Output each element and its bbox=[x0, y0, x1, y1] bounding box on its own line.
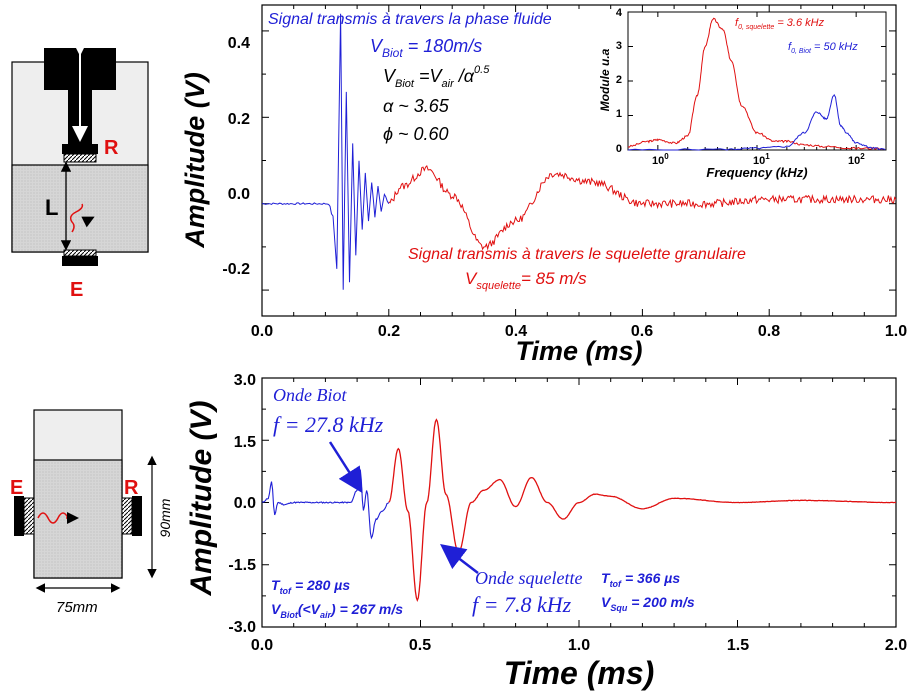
label-r-bottom: R bbox=[124, 477, 139, 499]
bottom-y-axis-label: Amplitude (V) bbox=[185, 401, 218, 597]
inset-xtick-0: 100 bbox=[652, 152, 669, 167]
label-e-bottom: E bbox=[10, 477, 23, 499]
dim-width: 75mm bbox=[56, 599, 98, 616]
ann-skeleton-line1: Signal transmis à travers le squelette g… bbox=[408, 246, 746, 263]
ann-f-squelette: f = 7.8 kHz bbox=[472, 592, 572, 617]
bottom-xtick-2: 1.0 bbox=[568, 637, 590, 654]
bottom-setup-schematic: E R 90mm 75mm bbox=[10, 409, 173, 616]
top-series-skeleton bbox=[388, 164, 897, 251]
top-xtick-3: 0.6 bbox=[631, 323, 653, 340]
bottom-xtick-0: 0.0 bbox=[251, 637, 273, 654]
inset-f0-skeleton: f0, squelette = 3.6 kHz bbox=[735, 17, 825, 31]
inset-x-axis-label: Frequency (kHz) bbox=[706, 165, 807, 180]
top-ytick-2: 0.0 bbox=[228, 186, 250, 203]
vbiot-value: VBiot(<Vair) = 267 m/s bbox=[271, 601, 403, 620]
bottom-ytick-0: 3.0 bbox=[234, 372, 256, 389]
bottom-ytick-3: -1.5 bbox=[228, 557, 256, 574]
ann-fluid-line1: Signal transmis à travers la phase fluid… bbox=[268, 11, 552, 28]
inset-series-skeleton bbox=[627, 17, 885, 150]
vsqu-value: VSqu = 200 m/s bbox=[601, 594, 695, 613]
inset-xtick-2: 102 bbox=[848, 152, 865, 167]
ann-skeleton-line2: Vsquelette= 85 m/s bbox=[465, 269, 587, 292]
ann-onde-squelette: Onde squelette bbox=[475, 568, 582, 588]
label-e-top: E bbox=[70, 279, 83, 301]
bottom-ytick-1: 1.5 bbox=[234, 434, 256, 451]
inset-series-biot bbox=[627, 93, 886, 151]
inset-ytick-3: 1 bbox=[616, 108, 622, 120]
top-series-fluid bbox=[261, 13, 390, 290]
top-y-axis-label: Amplitude (V) bbox=[180, 72, 210, 249]
alpha-value: α ~ 3.65 bbox=[383, 96, 450, 116]
top-xtick-4: 0.8 bbox=[758, 323, 780, 340]
ttof-biot: Ttof = 280 µs bbox=[271, 577, 350, 596]
bottom-series-biot bbox=[261, 469, 390, 540]
top-xtick-2: 0.4 bbox=[505, 323, 527, 340]
inset-f0-biot: f0, Biot = 50 kHz bbox=[788, 41, 858, 55]
top-ytick-1: 0.2 bbox=[228, 111, 250, 128]
ttof-squelette: Ttof = 366 µs bbox=[601, 570, 680, 589]
inset-y-axis-label: Module u.a bbox=[598, 48, 612, 111]
bottom-ytick-2: 0.0 bbox=[234, 495, 256, 512]
bottom-series-skeleton bbox=[388, 418, 896, 602]
arrow-biot bbox=[328, 441, 363, 494]
dim-height: 90mm bbox=[157, 498, 173, 537]
inset-frame bbox=[627, 11, 887, 151]
bottom-xtick-4: 2.0 bbox=[885, 637, 907, 654]
top-x-axis-label: Time (ms) bbox=[515, 336, 642, 366]
ann-fluid-line2: VBiot = 180m/s bbox=[370, 36, 482, 60]
inset-xtick-1: 101 bbox=[753, 152, 770, 167]
bottom-ticks bbox=[261, 377, 897, 628]
inset-ytick-4: 0 bbox=[616, 143, 622, 155]
ann-f-biot: f = 27.8 kHz bbox=[273, 412, 384, 437]
top-xtick-0: 0.0 bbox=[251, 323, 273, 340]
bottom-xtick-3: 1.5 bbox=[727, 637, 749, 654]
label-r-top: R bbox=[104, 137, 119, 159]
bottom-xtick-1: 0.5 bbox=[409, 637, 431, 654]
phi-value: ϕ ~ 0.60 bbox=[383, 124, 449, 144]
top-xtick-5: 1.0 bbox=[885, 323, 907, 340]
arrow-squelette bbox=[440, 543, 479, 574]
top-setup-schematic: R L E bbox=[11, 40, 149, 301]
inset-ytick-1: 3 bbox=[616, 40, 622, 52]
bottom-x-axis-label: Time (ms) bbox=[504, 655, 655, 691]
formula-vbiot: VBiot =Vair /α0.5 bbox=[383, 64, 490, 90]
bottom-chart: 0.0 0.5 1.0 1.5 2.0 3.0 1.5 0.0 -1.5 -3.… bbox=[185, 372, 907, 691]
top-ticks bbox=[261, 5, 897, 316]
ann-onde-biot: Onde Biot bbox=[273, 385, 347, 405]
inset-spectrum-chart: 4 3 2 1 0 100 101 102 Frequency (kHz) Mo… bbox=[598, 7, 887, 180]
top-chart: 0.0 0.2 0.4 0.6 0.8 1.0 0.4 0.2 0.0 -0.2… bbox=[180, 4, 907, 366]
inset-ytick-2: 2 bbox=[616, 74, 622, 86]
top-ytick-3: -0.2 bbox=[222, 261, 250, 278]
inset-ytick-0: 4 bbox=[616, 7, 623, 19]
bottom-ytick-4: -3.0 bbox=[228, 619, 256, 636]
top-ytick-0: 0.4 bbox=[228, 35, 250, 52]
top-xtick-1: 0.2 bbox=[378, 323, 400, 340]
label-l: L bbox=[45, 195, 58, 220]
